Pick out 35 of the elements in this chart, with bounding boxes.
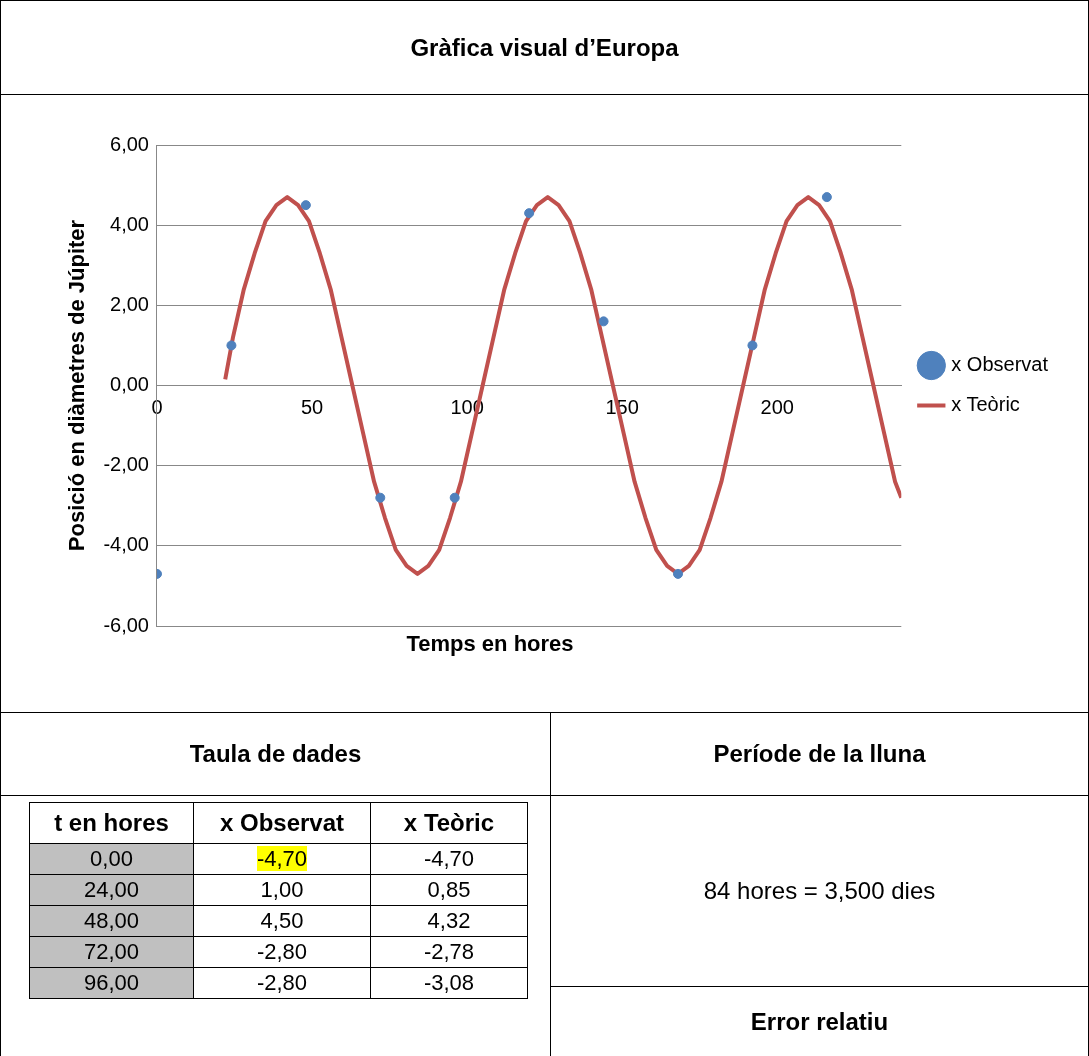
y-tick-label: -2,00 [103, 453, 149, 476]
text: 72,00 [29, 936, 194, 968]
text: x Observat [193, 802, 371, 844]
text: -2,80 [193, 936, 371, 968]
text: 96,00 [29, 967, 194, 999]
y-tick-label: -6,00 [103, 613, 149, 636]
text: -2,78 [370, 936, 528, 968]
y-axis-title: Posició en diàmetres de Júpiter [64, 219, 90, 552]
y-tick-label: 6,00 [110, 132, 149, 155]
text: Període de la lluna [551, 713, 1088, 796]
text: t en hores [29, 802, 194, 844]
legend-label: x Teòric [951, 393, 1020, 416]
y-tick-label: 4,00 [110, 212, 149, 235]
text: 0,85 [370, 874, 528, 906]
text: 48,00 [29, 905, 194, 937]
y-tick-label: 0,00 [110, 373, 149, 396]
text: x Teòric [370, 802, 528, 844]
text: -4,70 [256, 846, 308, 871]
text: 4,32 [370, 905, 528, 937]
text: 84 hores = 3,500 dies [551, 796, 1088, 987]
text: -3,08 [370, 967, 528, 999]
x-tick-label: 50 [300, 396, 324, 419]
text: 4,50 [193, 905, 371, 937]
text: 24,00 [29, 874, 194, 906]
text: 1,00 [193, 874, 371, 906]
x-axis-title: Temps en hores [405, 631, 575, 657]
y-tick-label: 2,00 [110, 292, 149, 315]
y-tick-label: -4,00 [103, 533, 149, 556]
x-tick-label: 200 [760, 396, 794, 419]
text: Taula de dades [1, 713, 550, 796]
text: -2,80 [193, 967, 371, 999]
chart-title: Gràfica visual d’Europa [1, 1, 1088, 95]
text: Error relatiu [749, 1007, 890, 1037]
legend-label: x Observat [951, 353, 1049, 376]
text: -4,70 [370, 843, 528, 875]
